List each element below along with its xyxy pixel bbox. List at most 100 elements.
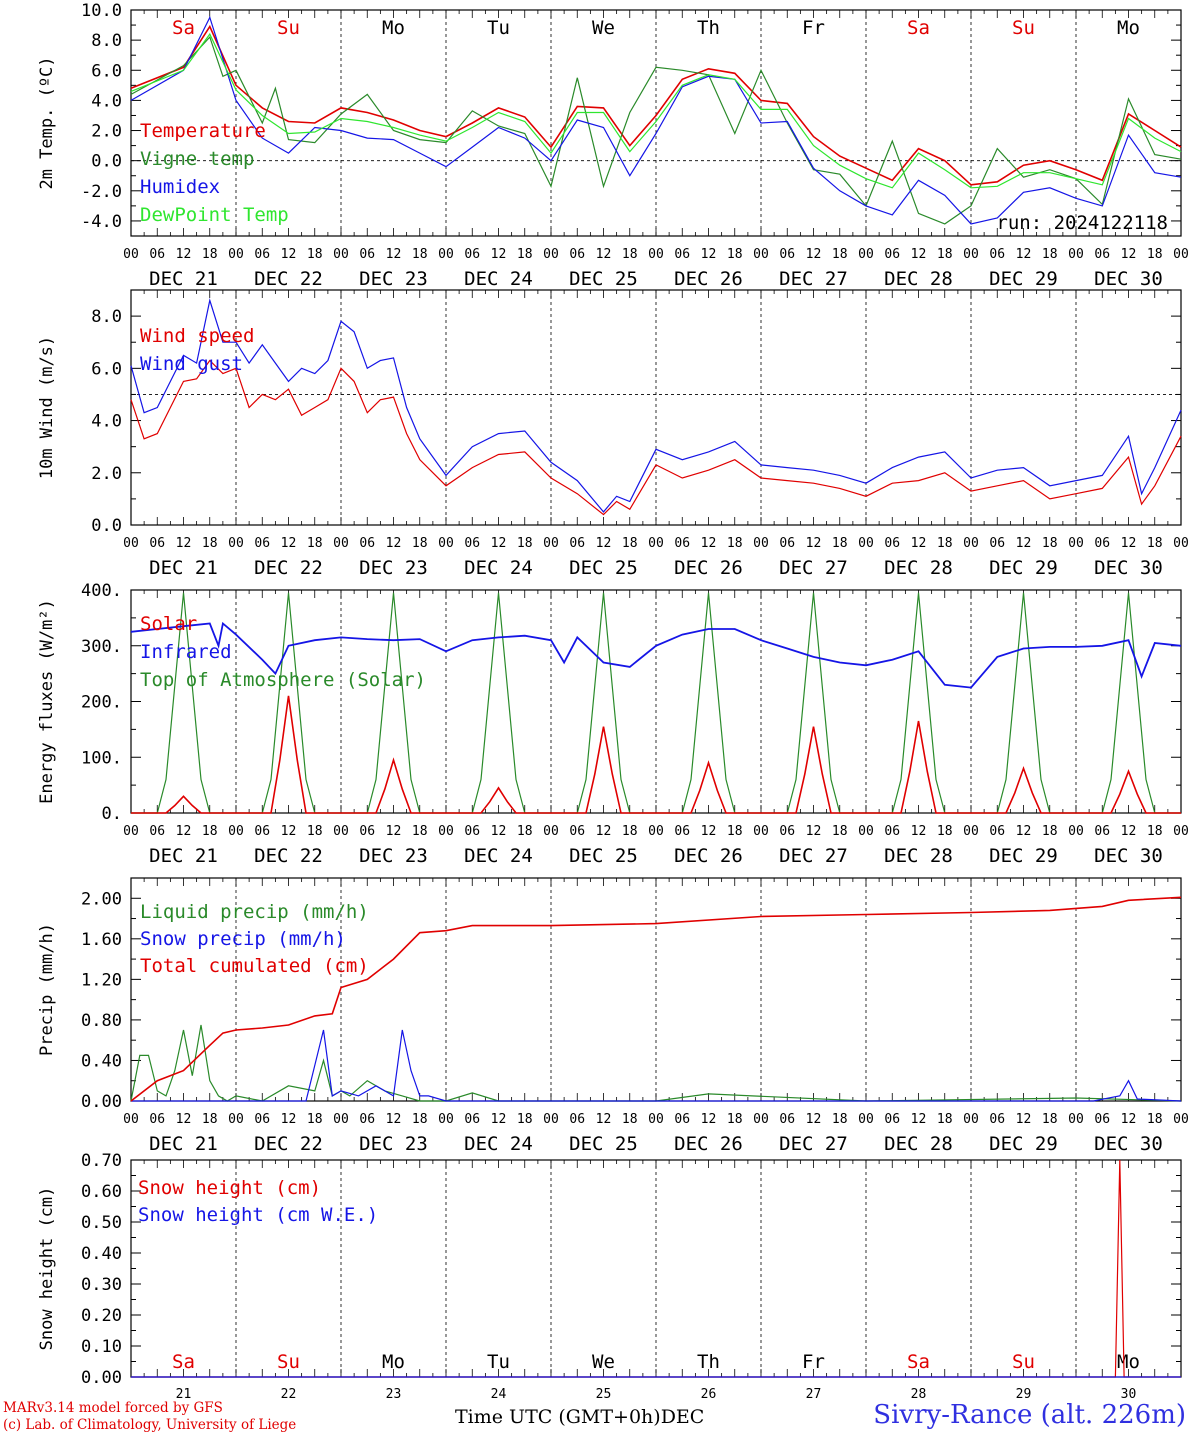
toa-solar-line (971, 592, 1076, 814)
hour-label: 12 (806, 536, 822, 551)
hour-label: 12 (281, 247, 297, 262)
hour-label: 12 (911, 536, 927, 551)
legend-entry: Snow height (cm W.E.) (138, 1204, 378, 1226)
hour-label: 12 (281, 824, 297, 839)
weekday-label: Sa (172, 1351, 195, 1373)
hour-label: 18 (1042, 536, 1058, 551)
day-number: 28 (911, 1387, 927, 1402)
y-tick-label: 0.10 (81, 1337, 122, 1357)
hour-label: 00 (228, 1112, 244, 1127)
x-axis-title: Time UTC (GMT+0h)DEC (455, 1406, 704, 1428)
date-label: DEC 24 (464, 1133, 533, 1155)
hour-label: 06 (884, 1112, 900, 1127)
hour-label: 18 (1042, 824, 1058, 839)
hour-label: 00 (543, 536, 559, 551)
y-tick-label: 6.0 (91, 359, 122, 379)
hour-label: 00 (543, 1112, 559, 1127)
hour-label: 12 (491, 536, 507, 551)
solar-line (131, 795, 236, 814)
hour-label: 00 (858, 1112, 874, 1127)
hour-label: 06 (254, 536, 270, 551)
toa-solar-line (446, 592, 551, 814)
date-label: DEC 22 (254, 268, 323, 290)
hour-label: 12 (596, 1112, 612, 1127)
hour-label: 12 (386, 536, 402, 551)
hour-label: 00 (963, 1112, 979, 1127)
hour-label: 00 (1068, 1112, 1084, 1127)
date-label: DEC 21 (149, 1133, 218, 1155)
toa-solar-line (866, 592, 971, 814)
y-tick-label: 0.40 (81, 1244, 122, 1264)
hour-label: 06 (359, 536, 375, 551)
hour-label: 12 (1121, 247, 1137, 262)
date-label: DEC 25 (569, 845, 638, 867)
y-tick-label: 0.70 (81, 1151, 122, 1171)
hour-label: 06 (779, 536, 795, 551)
hour-label: 18 (517, 824, 533, 839)
hour-label: 06 (884, 824, 900, 839)
series-line-snow-precip-mm-h- (131, 1029, 1182, 1102)
date-label: DEC 21 (149, 268, 218, 290)
hour-label: 12 (596, 536, 612, 551)
solar-line (1076, 768, 1181, 814)
hour-label: 06 (779, 247, 795, 262)
weekday-label: Mo (1117, 17, 1140, 39)
hour-label: 18 (1147, 1112, 1163, 1127)
hour-label: 00 (858, 824, 874, 839)
y-tick-label: 2.0 (91, 464, 122, 484)
hour-label: 06 (464, 1112, 480, 1127)
y-tick-label: 2.00 (81, 889, 122, 909)
date-label: DEC 23 (359, 845, 428, 867)
date-label: DEC 30 (1094, 557, 1163, 579)
hour-label: 00 (648, 247, 664, 262)
hour-label: 18 (1147, 247, 1163, 262)
series-line-humidex (130, 15, 1182, 225)
legend-entry: Temperature (140, 120, 266, 142)
hour-label: 18 (202, 1112, 218, 1127)
date-label: DEC 22 (254, 1133, 323, 1155)
toa-solar-line (236, 592, 341, 814)
hour-label: 00 (753, 824, 769, 839)
hour-label: 06 (674, 1112, 690, 1127)
solar-line (236, 695, 341, 814)
hour-label: 00 (123, 1112, 139, 1127)
hour-label: 12 (176, 1112, 192, 1127)
hour-label: 12 (281, 536, 297, 551)
day-number: 30 (1121, 1387, 1137, 1402)
solar-line (761, 726, 866, 814)
y-axis-title: Precip (mm/h) (37, 923, 57, 1056)
hour-label: 00 (648, 536, 664, 551)
legend-entry: Wind gust (140, 353, 243, 375)
hour-label: 00 (1173, 824, 1189, 839)
hour-label: 06 (884, 536, 900, 551)
y-tick-label: -2.0 (81, 182, 122, 202)
y-tick-label: 4.0 (91, 412, 122, 432)
date-label: DEC 25 (569, 268, 638, 290)
y-tick-label: 0.20 (81, 1306, 122, 1326)
hour-label: 18 (307, 536, 323, 551)
solar-line (446, 786, 551, 814)
hour-label: 00 (1173, 536, 1189, 551)
hour-label: 06 (569, 536, 585, 551)
y-tick-label: 1.20 (81, 970, 122, 990)
y-tick-label: 1.60 (81, 930, 122, 950)
hour-label: 18 (727, 247, 743, 262)
legend-entry: Wind speed (140, 325, 254, 347)
hour-label: 06 (149, 824, 165, 839)
hour-label: 00 (543, 247, 559, 262)
hour-label: 06 (149, 536, 165, 551)
hour-label: 06 (359, 824, 375, 839)
hour-label: 18 (937, 536, 953, 551)
hour-label: 12 (806, 247, 822, 262)
hour-label: 18 (1042, 247, 1058, 262)
hour-label: 06 (1094, 536, 1110, 551)
hour-label: 00 (648, 824, 664, 839)
hour-label: 00 (858, 247, 874, 262)
date-label: DEC 23 (359, 1133, 428, 1155)
hour-label: 06 (254, 824, 270, 839)
hour-label: 18 (937, 1112, 953, 1127)
hour-label: 18 (727, 1112, 743, 1127)
solar-line (866, 720, 971, 814)
hour-label: 00 (333, 247, 349, 262)
